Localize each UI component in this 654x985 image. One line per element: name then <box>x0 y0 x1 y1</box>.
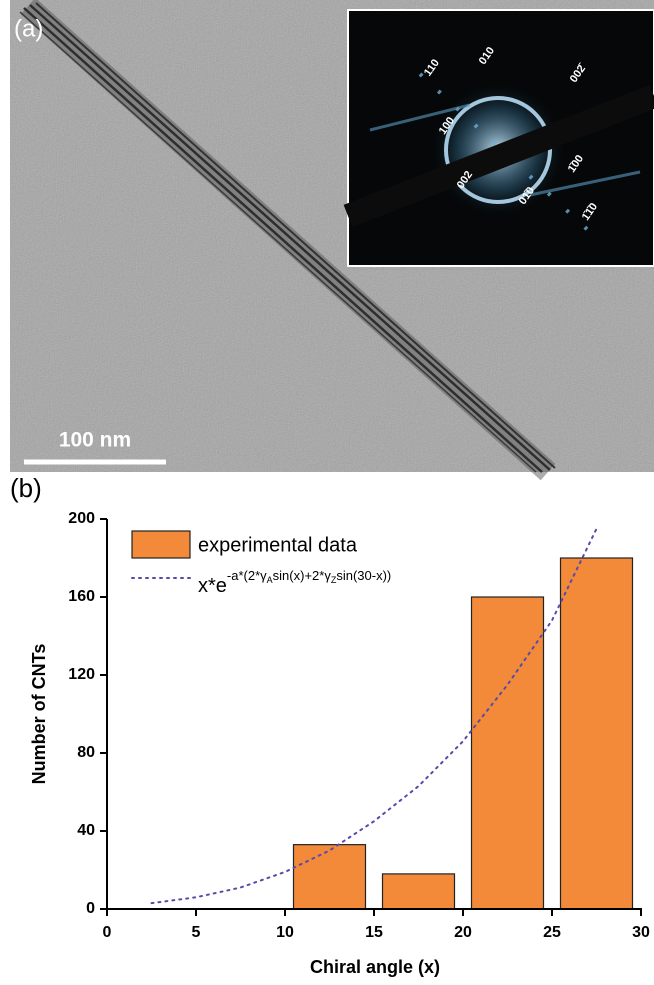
y-tick-label: 200 <box>68 510 95 527</box>
x-tick-label: 5 <box>192 924 201 941</box>
legend-label-part: x*e <box>198 575 227 597</box>
bar <box>472 597 544 909</box>
figure: (a) 100 nm (b) Chiral angle (x) Number o… <box>0 0 654 985</box>
legend-label-part: sin(30-x)) <box>336 568 391 583</box>
legend-label-part: -a*(2*γ <box>227 568 267 583</box>
bar <box>294 845 366 909</box>
y-tick-label: 0 <box>86 900 95 917</box>
x-tick-label: 25 <box>543 924 561 941</box>
x-tick-label: 20 <box>454 924 472 941</box>
bar <box>383 874 455 909</box>
legend-swatch <box>132 531 190 558</box>
panel-label: (b) <box>10 473 42 503</box>
y-tick-label: 40 <box>77 822 95 839</box>
y-tick-label: 80 <box>77 744 95 761</box>
y-tick-label: 120 <box>68 666 95 683</box>
x-tick-label: 30 <box>632 924 650 941</box>
x-tick-label: 15 <box>365 924 383 941</box>
legend-label: x*e-a*(2*γAsin(x)+2*γZsin(30-x)) <box>198 568 391 597</box>
y-axis-label: Number of CNTs <box>29 644 49 785</box>
y-tick-label: 160 <box>68 588 95 605</box>
bar <box>561 558 633 909</box>
x-axis-label: Chiral angle (x) <box>310 957 440 977</box>
legend-label: experimental data <box>198 534 358 556</box>
x-tick-label: 0 <box>103 924 112 941</box>
diffraction-inset <box>348 10 654 266</box>
x-tick-label: 10 <box>276 924 294 941</box>
scale-bar-label: 100 nm <box>59 429 131 452</box>
legend-label-part: sin(x)+2*γ <box>273 568 332 583</box>
panel-label: (a) <box>14 15 43 42</box>
